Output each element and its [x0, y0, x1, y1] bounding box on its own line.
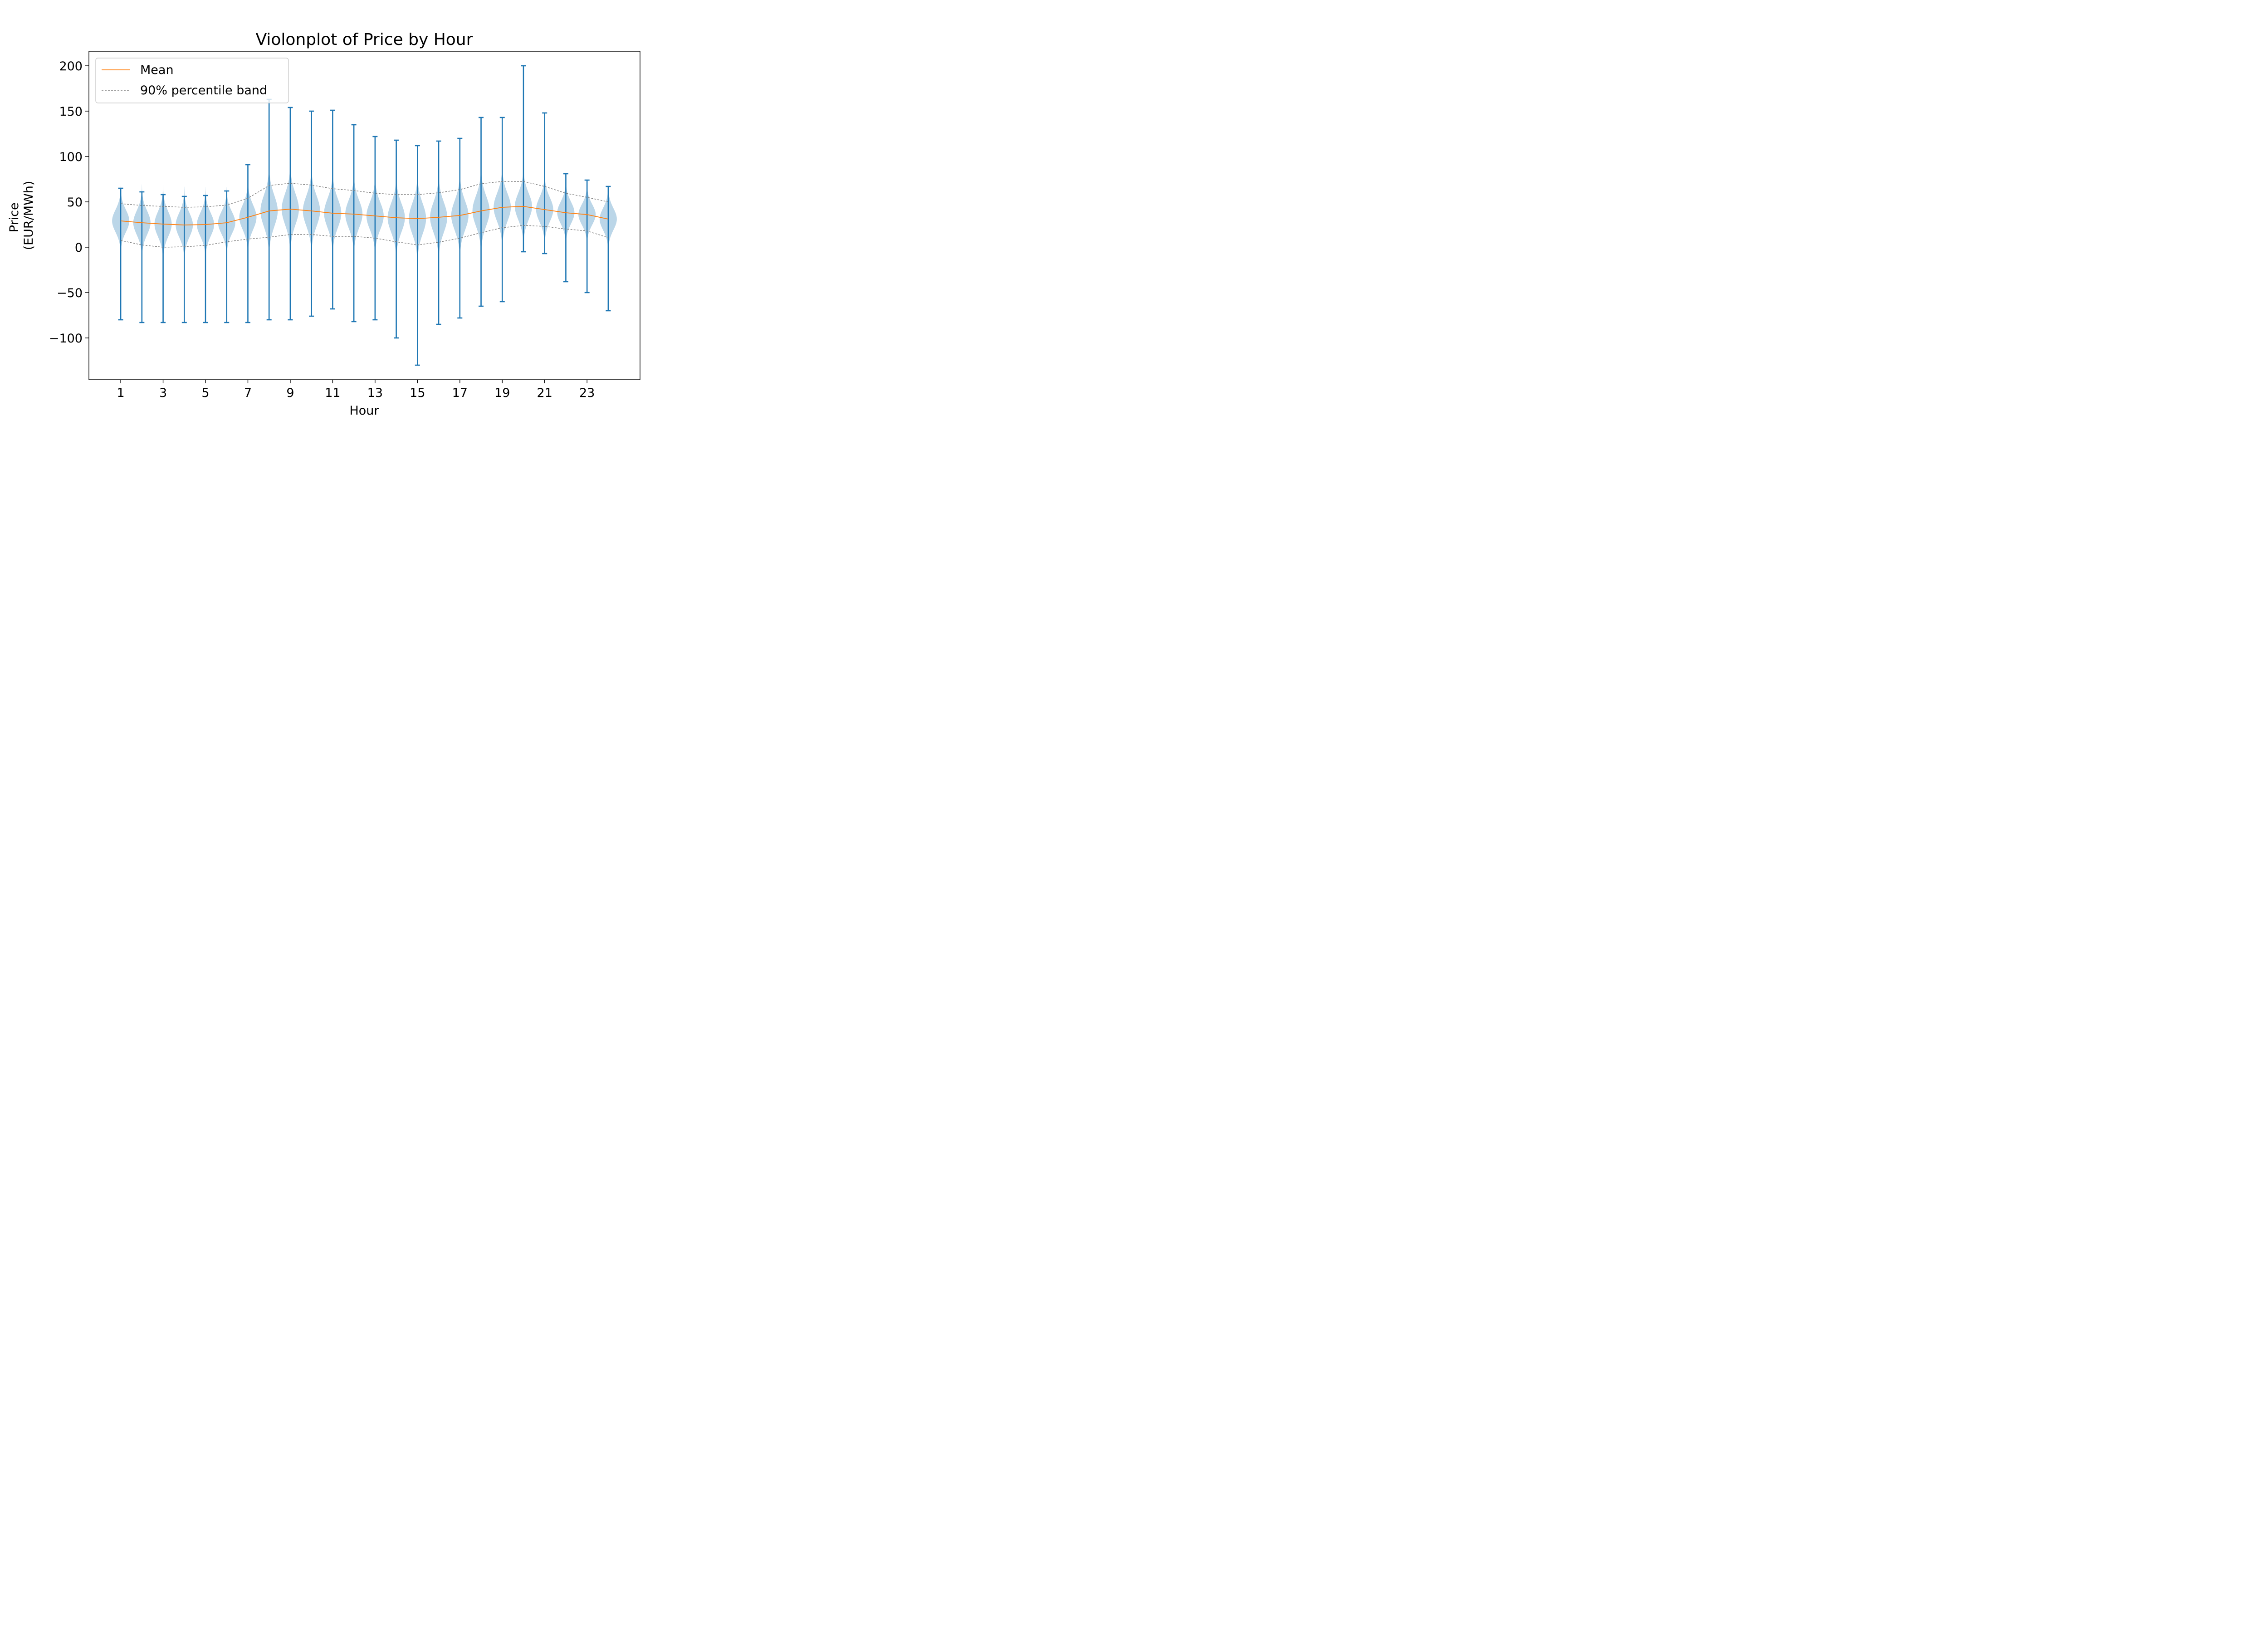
y-tick-label--100: −100: [49, 332, 83, 346]
mean-line: [121, 206, 609, 225]
x-tick-label-7: 7: [244, 386, 252, 400]
y-axis-label: Price (EUR/MWh): [7, 181, 36, 250]
x-tick-label-23: 23: [579, 386, 595, 400]
y-tick-label-200: 200: [59, 59, 83, 73]
x-tick-label-15: 15: [410, 386, 425, 400]
x-tick-label-21: 21: [537, 386, 552, 400]
y-tick-label-0: 0: [75, 241, 83, 255]
y-tick-label-150: 150: [59, 105, 83, 119]
legend-mean-label: Mean: [140, 63, 174, 77]
percentile-95-line: [121, 181, 609, 208]
chart-title: Violonplot of Price by Hour: [256, 30, 473, 49]
axes-frame: [88, 51, 640, 380]
y-tick-label-100: 100: [59, 150, 83, 164]
plot-area: [112, 65, 617, 366]
percentile-5-line: [120, 225, 609, 248]
y-axis-label-line-1: Price: [7, 202, 21, 232]
x-tick-label-1: 1: [117, 386, 125, 400]
x-tick-label-17: 17: [452, 386, 468, 400]
y-tick-label-50: 50: [67, 196, 83, 210]
x-tick-label-3: 3: [159, 386, 167, 400]
x-tick-label-11: 11: [325, 386, 340, 400]
legend-box: [95, 58, 289, 103]
x-tick-label-9: 9: [286, 386, 294, 400]
x-axis-label: Hour: [349, 404, 379, 418]
x-tick-label-19: 19: [494, 386, 510, 400]
x-tick-label-13: 13: [367, 386, 383, 400]
legend: Mean 90% percentile band: [95, 58, 289, 103]
y-tick-label--50: −50: [57, 286, 83, 300]
legend-band-label: 90% percentile band: [140, 83, 267, 98]
y-axis-label-line-2: (EUR/MWh): [22, 181, 36, 250]
chart: Violonplot of Price by Hour 1 3 5 7 9 11 13 15 1…: [0, 0, 702, 421]
x-tick-label-5: 5: [201, 386, 209, 400]
